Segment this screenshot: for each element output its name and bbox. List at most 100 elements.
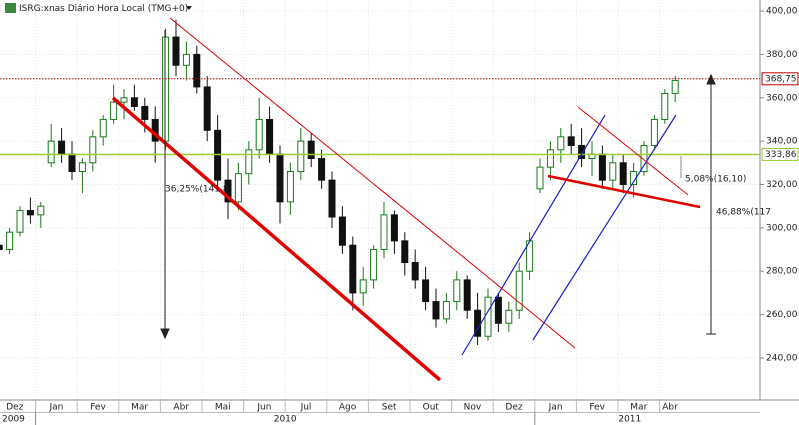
y-tick-label: 340,00 [766,137,798,147]
candle-body [276,153,284,203]
trend-line [577,106,689,196]
candle-body [162,36,170,142]
candle-body [505,309,513,324]
candle-body [110,101,118,120]
x-tick-label: Nov [464,403,482,413]
h-line-label: 368,75 [765,74,797,84]
y-tick-label: 360,00 [766,93,798,103]
candle-body [546,149,554,168]
annotation: 5,08%(16,10) [685,175,746,185]
candle-body [650,118,658,146]
candle-body [484,296,492,337]
candle-body [328,179,336,218]
candle-body [234,173,242,203]
dropdown [186,6,192,10]
trend-line [547,174,701,209]
x-tick-label: Set [382,403,397,413]
candle-body [640,144,648,172]
candle-body [141,105,149,120]
candle-body [442,301,450,320]
trend-line [169,17,576,349]
channel-line [532,114,677,341]
candle-body [0,244,3,251]
candle-body [214,129,222,181]
candle-body [47,140,55,164]
x-tick-label: Out [423,403,440,413]
year-label: 2011 [618,415,641,425]
grid [0,0,760,400]
candles [0,19,760,345]
y-tick-label: 400,00 [766,7,798,17]
candle-body [390,214,398,242]
x-tick-label: Dez [505,403,522,413]
candle-body [349,244,357,294]
x-tick-label: Abr [173,403,189,413]
candle-body [494,296,502,324]
candle-body [172,36,180,66]
candle-body [619,162,627,185]
candle-body [557,136,565,151]
y-tick-label: 240,00 [766,353,798,363]
candle-body [536,166,544,190]
icon [5,3,16,13]
x-tick-label: Fev [90,403,106,413]
x-tick-label: Abr [662,403,678,413]
candle-body [120,97,128,103]
candle-body [58,140,66,155]
candle-body [26,210,34,216]
arrow-head [706,73,716,85]
year-label: 2010 [274,415,297,425]
y-tick-label: 300,00 [766,223,798,233]
x-tick-label: Jul [300,403,312,413]
candle-body [578,144,586,159]
candle-body [89,136,97,164]
candle-body [359,279,367,294]
candle-body [99,118,107,138]
candle-body [598,153,606,181]
axes: 240,00 260,00 280,00 300,00 320,00 340,00 360,… [2,7,799,425]
candle-body [453,279,461,303]
candle-body [286,170,294,203]
y-tick-label: 280,00 [766,267,798,277]
candle-body [411,262,419,281]
x-tick-label: Jun [256,403,271,413]
year-label: 2009 [2,415,25,425]
annotation: 36,25%(141,8 [165,185,229,195]
x-tick-label: Mar [630,403,647,413]
candle-body [6,231,14,251]
candle-body [671,79,679,94]
candle-body [370,249,378,281]
candle-body [245,149,253,175]
candle-body [463,279,471,311]
candle-body [224,179,232,203]
annotation: 46,88%(117 [716,208,771,218]
trend-line [111,96,442,382]
x-tick-label: Jan [48,403,63,413]
h-line-tag [761,147,799,161]
measure-arrows [160,30,716,340]
chart-title: ISRG:xnas Diário Hora Local (TMG+0) [19,4,188,14]
candle-body [380,214,388,251]
candle-body [609,162,617,181]
y-tick-label: 380,00 [766,50,798,60]
candle-body [193,53,201,88]
y-tick-label: 320,00 [766,180,798,190]
candle-body [266,118,274,155]
candle-body [182,53,190,66]
x-tick-label: Fev [589,403,605,413]
candle-body [130,97,138,107]
candle-body [16,210,24,233]
candle-body [422,279,430,303]
candle-body [515,270,523,311]
candle-body [661,92,669,120]
candle-body [432,301,440,320]
y-tick-label: 260,00 [766,310,798,320]
candle-body [37,205,45,216]
arrow-head [160,328,170,340]
x-tick-label: Dez [6,403,23,413]
channel-line [461,114,606,356]
candle-body [255,118,263,151]
x-tick-label: Jan [548,403,563,413]
x-tick-label: Ago [339,403,357,413]
